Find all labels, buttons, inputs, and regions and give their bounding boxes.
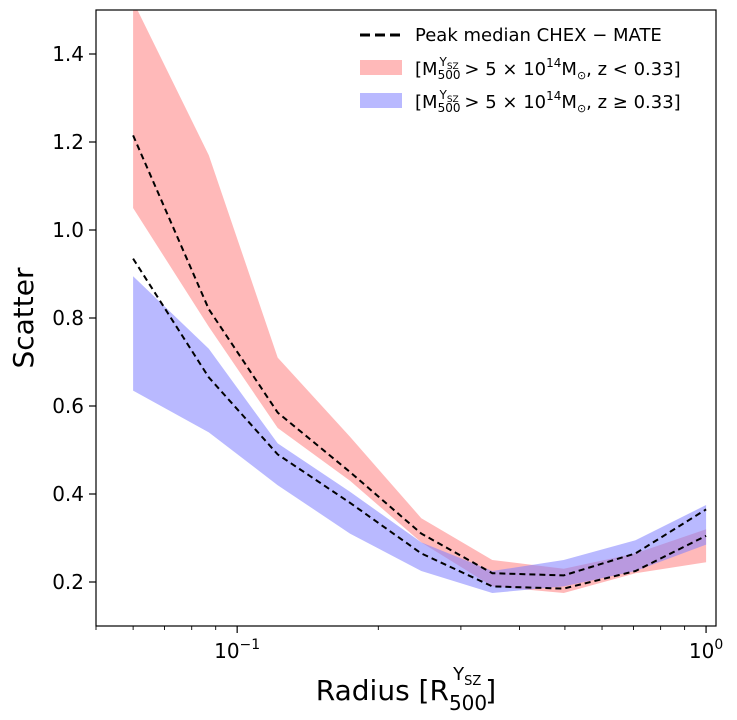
legend-red-z: , z < 0.33] [586,59,681,80]
y-tick-label: 0.8 [52,306,84,330]
y-tick-label: 0.4 [52,482,84,506]
legend-blue-unit: M [561,92,577,113]
legend-blue-z: , z ≥ 0.33] [586,92,681,113]
legend-red-m: M [422,59,438,80]
y-tick-label: 0.2 [52,570,84,594]
legend-blue-label: [M500YSZ > 5 × 1014M⊙, z ≥ 0.33] [415,88,681,115]
legend-blue-unitsub: ⊙ [577,102,586,115]
legend-red-unit: M [561,59,577,80]
x-axis-label-sup-sub: SZ [464,674,481,689]
x-tick-label: 10−1 [214,637,260,663]
legend-red-exp: 14 [546,56,561,70]
legend-blue-msupsub: SZ [447,95,459,105]
legend-blue-msub: 500 [438,101,461,115]
legend-blue-exp: 14 [546,89,561,103]
legend-line-label: Peak median CHEX − MATE [415,25,662,46]
legend-red-msub: 500 [438,68,461,82]
y-tick-label: 0.6 [52,394,84,418]
legend-red-label: [M500YSZ > 5 × 1014M⊙, z < 0.33] [415,55,681,82]
x-axis-label: Radius [R500 YSZ] [316,664,496,715]
y-axis-label: Scatter [7,267,40,369]
x-axis-ticks: 10−1 100 [95,626,723,663]
legend-blue-m: M [422,92,438,113]
y-tick-label: 1.4 [52,42,84,66]
legend-blue-swatch [360,93,402,108]
legend-red-msup: Y [438,55,447,69]
legend-blue-rel: > 5 × 10 [459,92,546,113]
x-axis-label-close: ] [485,674,496,707]
legend-blue-msup: Y [438,88,447,102]
x-axis-label-sub: 500 [449,691,487,715]
legend-red-swatch [360,60,402,75]
legend: Peak median CHEX − MATE [M500YSZ > 5 × 1… [360,25,681,115]
bands-layer [133,10,707,593]
y-tick-label: 1.0 [52,218,84,242]
x-axis-label-sup: Y [452,664,465,685]
legend-red-rel: > 5 × 10 [459,59,546,80]
scatter-band-0 [133,10,707,593]
legend-blue-open: [ [415,92,422,113]
y-tick-label: 1.2 [52,130,84,154]
legend-red-open: [ [415,59,422,80]
legend-red-unitsub: ⊙ [577,69,586,82]
scatter-band-1 [133,276,707,593]
peak-median-line-1 [132,258,707,590]
x-tick-label: 100 [689,637,723,663]
legend-red-msupsub: SZ [447,62,459,72]
x-axis-label-main: Radius [R [316,674,449,707]
lines-layer [132,135,707,590]
peak-median-line-0 [132,135,707,577]
y-axis-ticks: 0.2 0.4 0.6 0.8 1.0 1.2 1.4 [52,42,96,594]
